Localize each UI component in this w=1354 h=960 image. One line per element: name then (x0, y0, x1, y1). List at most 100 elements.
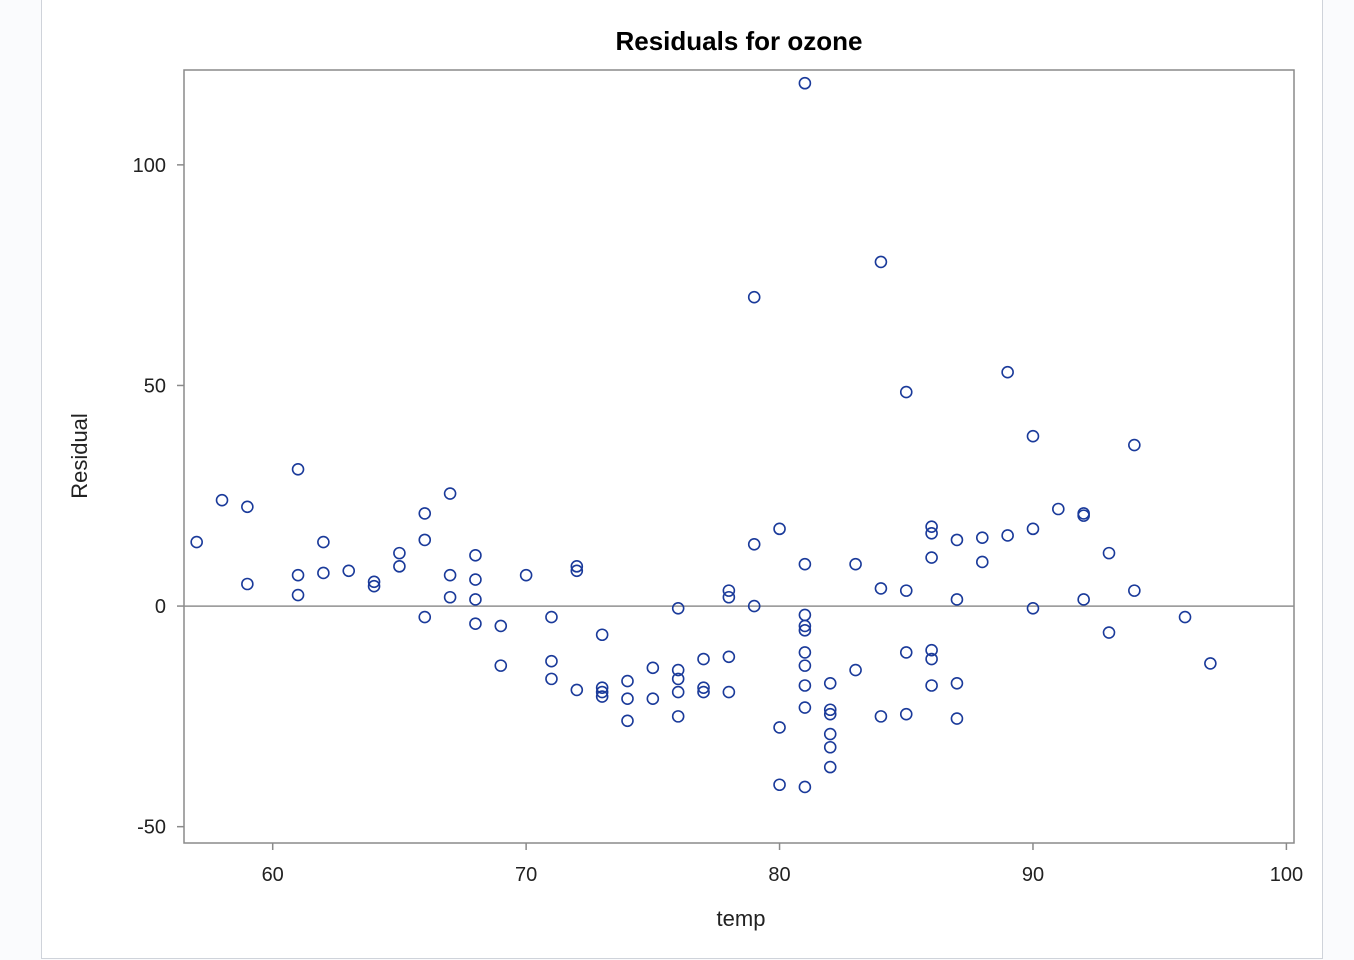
data-point (469, 549, 482, 562)
data-point (899, 584, 913, 597)
data-point (291, 462, 305, 476)
data-point (925, 679, 938, 692)
data-point (595, 628, 609, 642)
data-point (1052, 502, 1065, 516)
data-point (823, 760, 837, 774)
data-point (1128, 584, 1141, 597)
data-point (747, 538, 761, 551)
data-point (697, 652, 710, 666)
data-point (925, 520, 938, 533)
data-point (570, 560, 584, 573)
data-point (241, 500, 254, 514)
data-point (975, 555, 989, 569)
data-point (241, 577, 254, 591)
data-point (1204, 657, 1217, 670)
data-point (798, 557, 812, 571)
data-point (874, 255, 888, 269)
data-point (367, 579, 381, 593)
data-point (621, 714, 634, 728)
x-tick-label: 60 (262, 864, 284, 886)
data-point (874, 582, 888, 595)
data-point (975, 531, 989, 544)
data-point (671, 710, 685, 723)
data-point (798, 619, 812, 633)
data-point (925, 526, 938, 540)
y-tick-label: -50 (137, 817, 166, 839)
data-point (899, 707, 913, 721)
data-point (671, 685, 685, 699)
data-point (950, 712, 964, 725)
data-point (1001, 529, 1014, 542)
data-point (595, 681, 609, 694)
data-point (798, 659, 812, 672)
data-point (671, 672, 685, 686)
data-point (1102, 626, 1116, 639)
data-point (646, 692, 660, 706)
data-point (469, 617, 482, 631)
data-point (317, 566, 330, 580)
data-point (443, 568, 457, 582)
data-point (418, 507, 432, 520)
data-point (950, 676, 964, 690)
data-point (798, 646, 812, 659)
chart-panel (41, 0, 1323, 959)
x-axis: 60 70 80 90 100 (262, 843, 1303, 886)
data-point (773, 721, 786, 734)
x-tick-label: 90 (1022, 864, 1044, 886)
data-point (545, 672, 558, 686)
x-tick-label: 100 (1270, 864, 1303, 886)
data-point (722, 584, 736, 597)
data-point (925, 551, 938, 564)
data-point (798, 76, 812, 90)
data-point (545, 610, 558, 624)
data-point (1102, 546, 1116, 560)
y-axis: -50 0 50 100 (133, 155, 184, 839)
data-point (393, 560, 406, 573)
data-point (1178, 610, 1192, 624)
x-tick-label: 80 (768, 864, 790, 886)
data-point (773, 522, 786, 536)
data-point (899, 385, 913, 399)
data-point (747, 290, 761, 304)
data-point (570, 564, 584, 578)
data-point (494, 659, 508, 672)
data-point (342, 564, 356, 578)
data-point (317, 535, 330, 549)
data-point (1001, 365, 1014, 379)
data-point (823, 727, 837, 741)
x-tick-label: 70 (515, 864, 537, 886)
data-point (722, 685, 736, 699)
data-point (1026, 429, 1040, 443)
data-point (950, 533, 964, 547)
data-point (899, 646, 913, 659)
data-point (367, 575, 381, 589)
data-point (874, 710, 888, 723)
data-point (823, 703, 837, 717)
data-point (1026, 522, 1040, 536)
data-point (925, 643, 938, 657)
data-point (1077, 509, 1090, 522)
data-point (443, 487, 457, 500)
data-point (671, 663, 685, 677)
data-point (798, 701, 812, 714)
data-point (798, 780, 812, 794)
data-point (621, 692, 634, 706)
plot-area (183, 69, 1295, 844)
data-point (798, 679, 812, 692)
data-point (950, 593, 964, 606)
data-point (291, 568, 305, 582)
data-point (1077, 593, 1090, 606)
data-point (393, 546, 406, 560)
data-point (469, 593, 482, 606)
data-point (925, 652, 938, 666)
y-tick-label: 50 (144, 375, 166, 397)
data-point (773, 778, 786, 792)
data-point (747, 599, 761, 613)
data-point (722, 650, 736, 664)
y-tick-label: 100 (133, 155, 166, 177)
data-point (823, 676, 837, 690)
y-tick-label: 0 (155, 596, 166, 618)
data-point (722, 590, 736, 604)
data-point (823, 740, 837, 754)
